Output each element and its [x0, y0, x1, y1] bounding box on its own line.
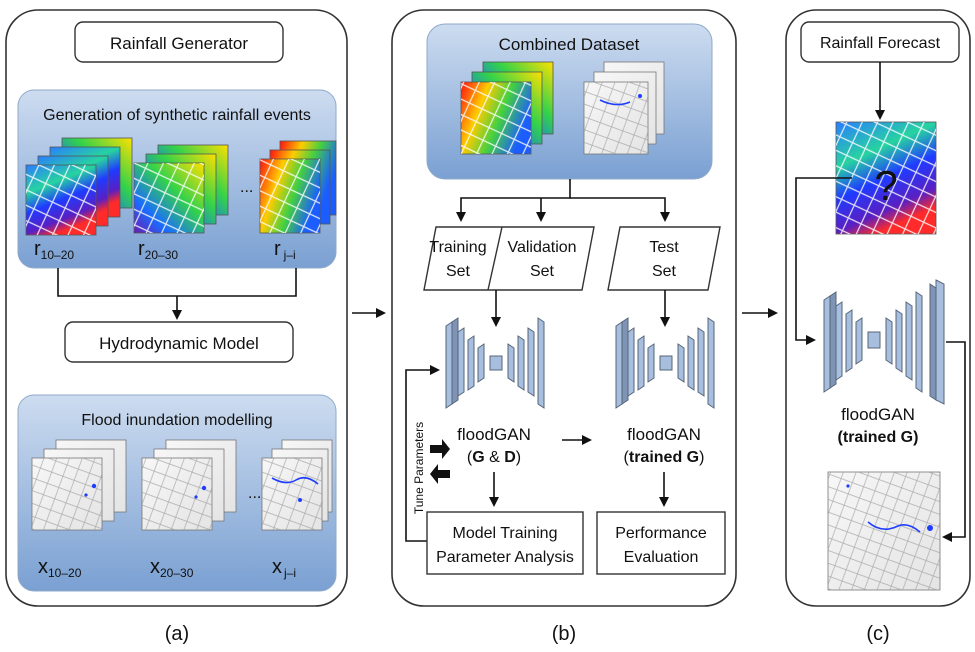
caption-a: (a): [165, 623, 189, 645]
forecast-question-mark: ?: [874, 162, 897, 209]
combined-rain-stack: [460, 61, 554, 155]
cycle-icon: [430, 439, 450, 484]
tune-parameters-label: Tune Parameters: [412, 422, 426, 514]
rainfall-stack-1: [25, 137, 133, 236]
flood-stack-2: [141, 439, 237, 531]
map-to-gan-arrow: [795, 177, 852, 345]
hydrodynamic-model-box: [64, 321, 294, 363]
performance-evaluation-line1: Performance: [615, 525, 707, 542]
floodgan-trained-network: [615, 317, 715, 409]
training-validation-divider: [487, 226, 503, 291]
gan-to-flood-map-arrow: [942, 341, 966, 542]
training-label-1: Training: [429, 239, 486, 256]
tune-parameters-loop: [405, 365, 440, 542]
synthetic-rainfall-heading: Generation of synthetic rainfall events: [43, 107, 311, 124]
floodgan-training-network: [445, 317, 545, 409]
combined-dataset-title: Combined Dataset: [499, 35, 640, 54]
rain-label-3: r j–i: [274, 238, 296, 262]
rainfall-stack-2: [133, 144, 229, 234]
performance-evaluation-box: [596, 511, 726, 575]
rainfall-stack-3: [259, 140, 337, 234]
forecast-rain-map: [835, 121, 937, 235]
rainfall-generator-box: [74, 21, 284, 63]
performance-evaluation-line2: Evaluation: [624, 549, 699, 566]
test-label-2: Set: [652, 263, 677, 280]
flood-label-2: x20–30: [150, 556, 194, 580]
floodgan-forecast-role: (trained G): [838, 429, 919, 446]
test-set-parallelogram: [607, 226, 721, 291]
floodgan-training-name: floodGAN: [457, 425, 531, 444]
test-label-1: Test: [649, 239, 679, 256]
caption-c: (c): [866, 623, 889, 645]
combined-flood-stack: [583, 61, 665, 155]
flood-ellipsis: ...: [248, 485, 261, 502]
flood-stack-3: [261, 439, 333, 531]
forecast-flood-map: [827, 471, 941, 591]
validation-label-1: Validation: [507, 239, 576, 256]
rain-label-2: r20–30: [138, 238, 178, 262]
rainfall-ellipsis: ...: [240, 179, 253, 196]
connector-to-test: [570, 197, 670, 222]
model-training-line2: Parameter Analysis: [436, 549, 574, 566]
floodgan-forecast-name: floodGAN: [841, 405, 915, 424]
floodgan-trained-role: (trained G): [624, 449, 705, 466]
flood-label-1: x10–20: [38, 556, 82, 580]
model-training-box: [426, 511, 584, 575]
floodgan-trained-name: floodGAN: [627, 425, 701, 444]
caption-b: (b): [552, 623, 576, 645]
model-training-line1: Model Training: [453, 525, 558, 542]
flood-stack-1: [31, 439, 127, 531]
floodgan-training-role: (G & D): [467, 449, 521, 466]
connector-to-training: [456, 179, 571, 222]
validation-label-2: Set: [530, 263, 555, 280]
flood-inundation-heading: Flood inundation modelling: [81, 412, 272, 429]
rain-label-1: r10–20: [34, 238, 74, 262]
flood-label-3: x j–i: [272, 556, 296, 580]
hydrodynamic-model-title: Hydrodynamic Model: [99, 334, 259, 353]
rainfall-generator-title: Rainfall Generator: [110, 34, 248, 53]
rainfall-forecast-title: Rainfall Forecast: [820, 35, 941, 52]
training-validation-parallelogram: [423, 226, 595, 291]
floodgan-forecast-network: [823, 279, 945, 405]
training-label-2: Set: [446, 263, 471, 280]
